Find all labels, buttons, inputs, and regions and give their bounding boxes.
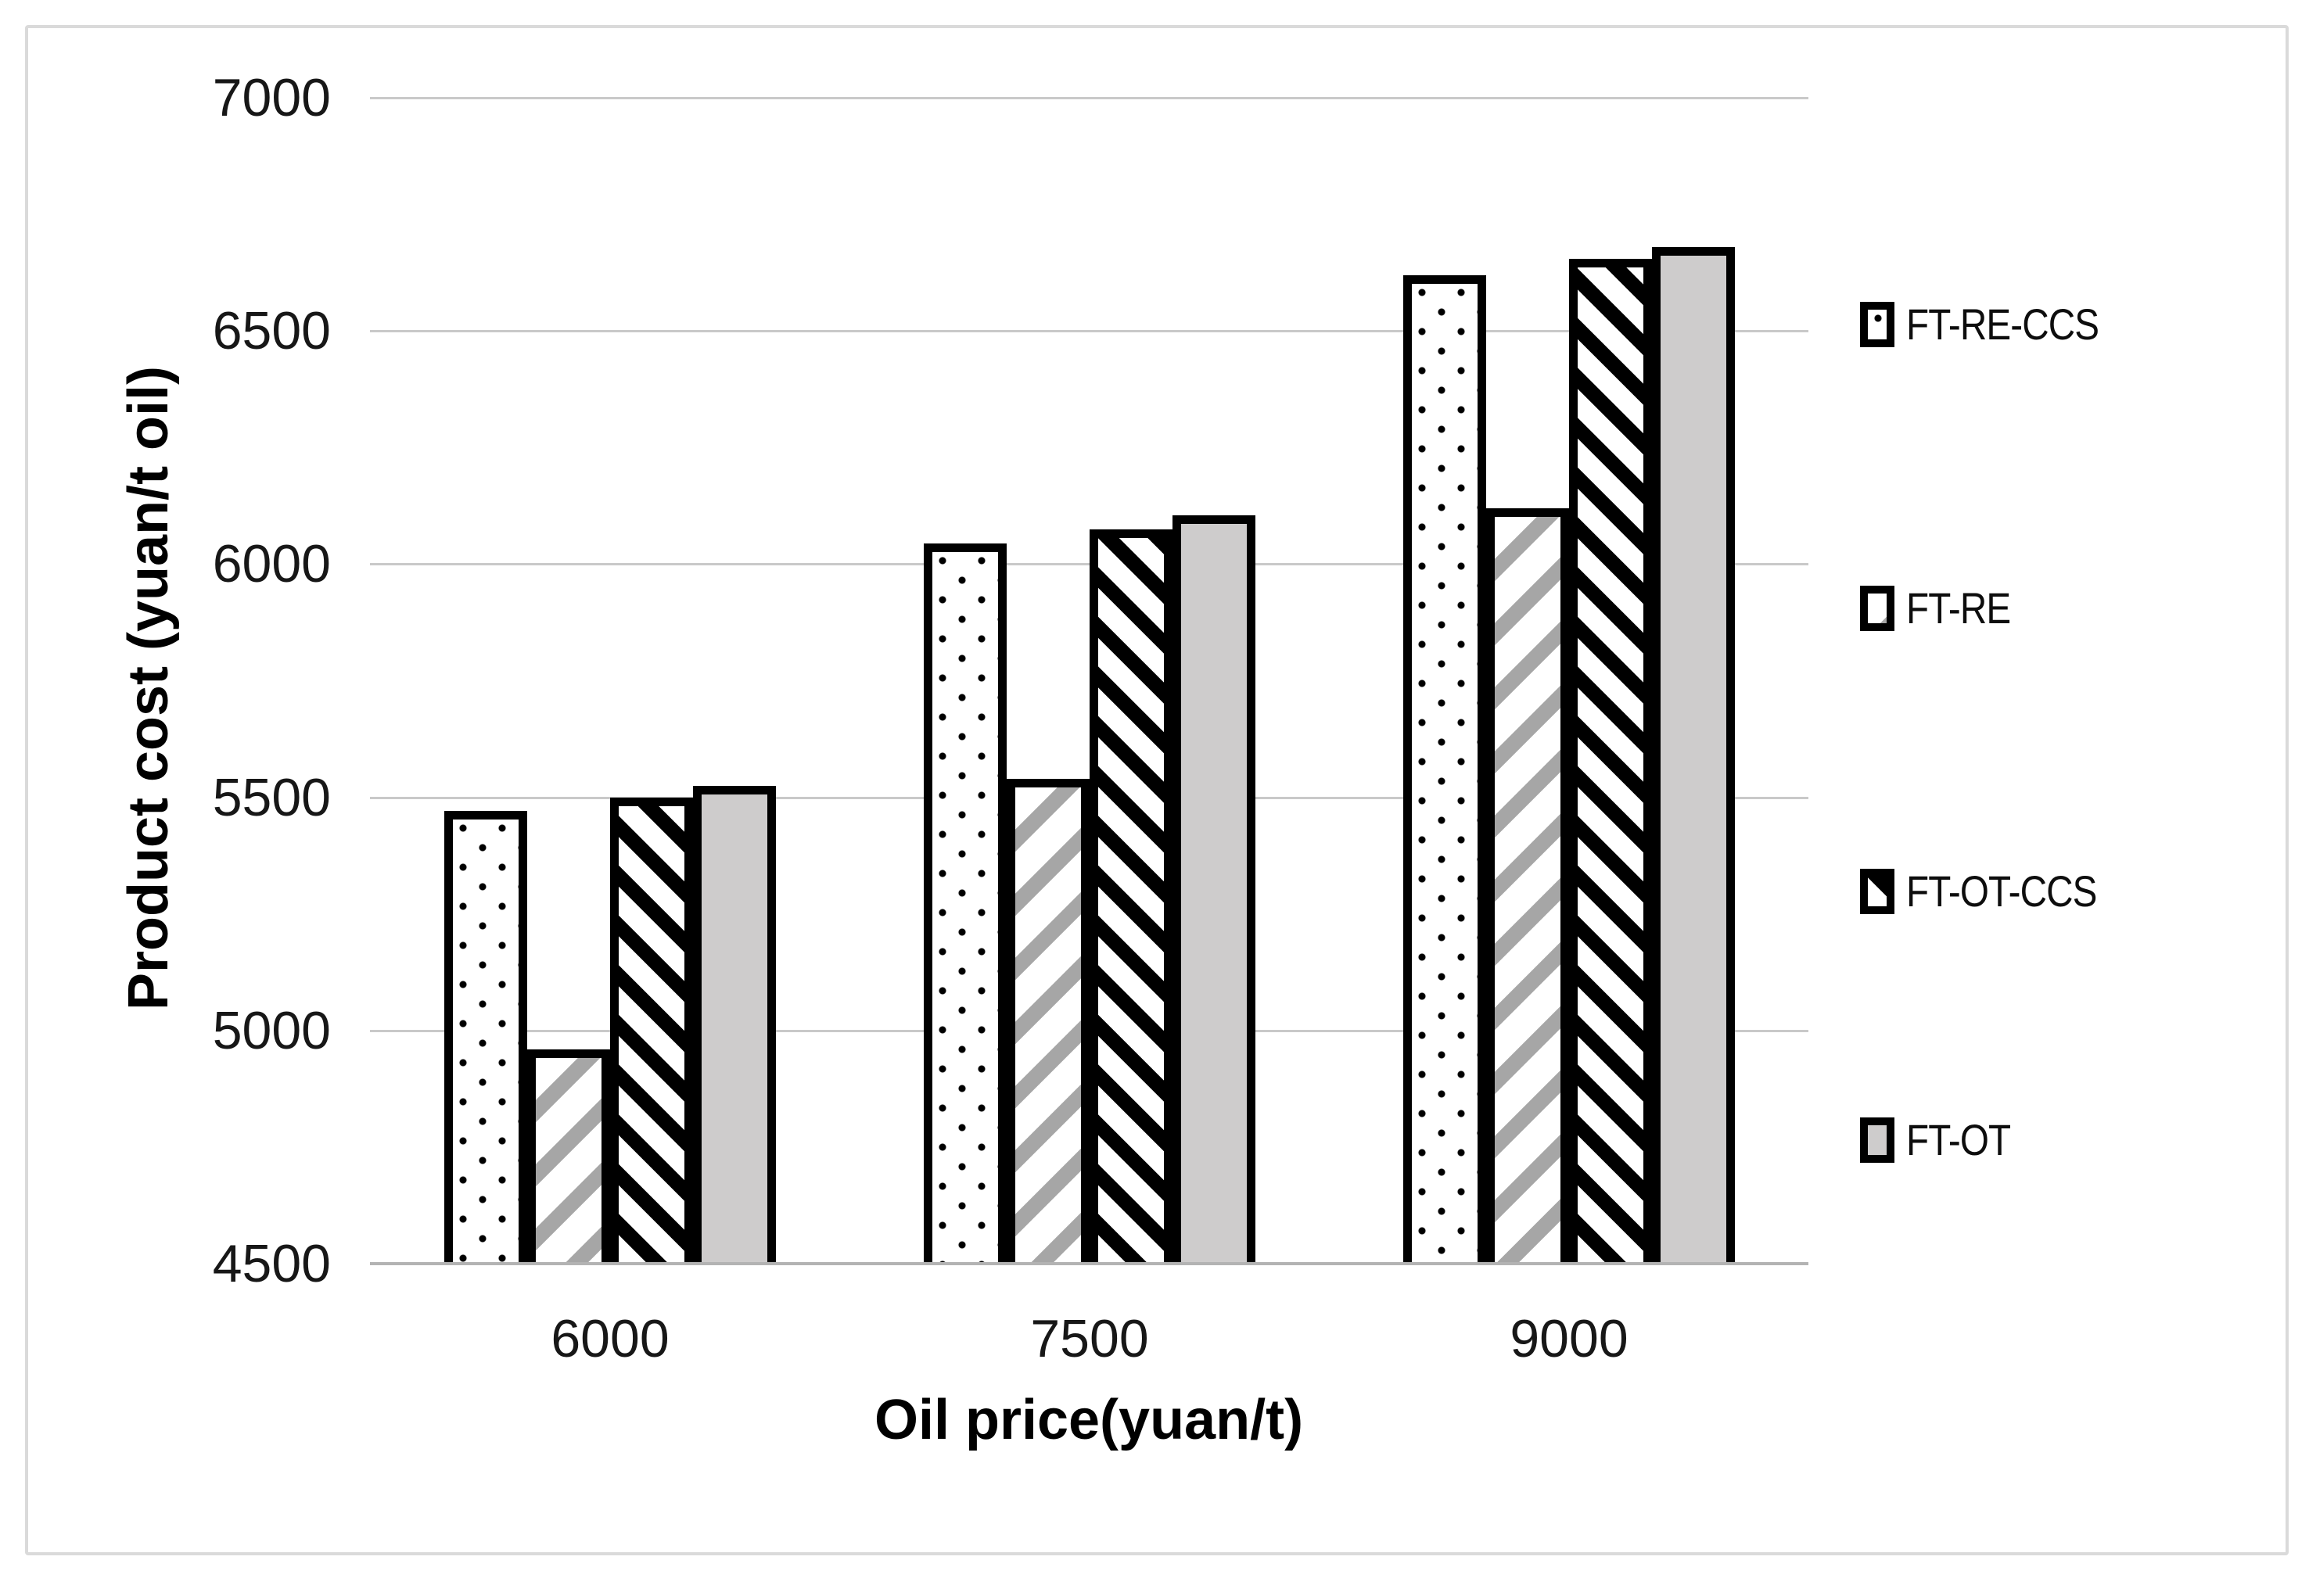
x-axis-line: [370, 1262, 1808, 1265]
bar-FT-OT-CCS-9000: [1569, 259, 1652, 1264]
x-category-label-7500: 7500: [1030, 1309, 1149, 1368]
bar-FT-RE-CCS-7500: [924, 543, 1007, 1264]
bar-FT-RE-CCS-6000: [444, 811, 527, 1264]
legend-label-FT-RE: FT-RE: [1906, 583, 2011, 633]
x-axis-title: Oil price(yuan/t): [874, 1389, 1304, 1451]
y-tick-label-7000: 7000: [212, 68, 331, 127]
gridline-6500: [370, 330, 1808, 332]
gridline-7000: [370, 97, 1808, 99]
gridline-6000: [370, 563, 1808, 565]
bar-FT-OT-6000: [693, 786, 776, 1264]
bar-FT-RE-9000: [1486, 508, 1569, 1264]
legend-swatch-FT-OT-CCS-icon: [1860, 869, 1894, 914]
bar-FT-OT-CCS-6000: [610, 798, 693, 1264]
bar-FT-OT-9000: [1652, 247, 1735, 1264]
y-tick-label-4500: 4500: [212, 1234, 331, 1293]
x-category-label-9000: 9000: [1510, 1309, 1629, 1368]
bar-FT-RE-7500: [1007, 779, 1090, 1264]
legend-swatch-FT-RE-icon: [1860, 586, 1894, 631]
legend-swatch-FT-OT-icon: [1860, 1117, 1894, 1163]
bar-FT-OT-7500: [1172, 515, 1255, 1264]
x-category-label-6000: 6000: [551, 1309, 670, 1368]
legend-label-FT-RE-CCS: FT-RE-CCS: [1906, 299, 2099, 349]
y-tick-label-6000: 6000: [212, 534, 331, 594]
y-tick-label-5500: 5500: [212, 768, 331, 827]
chart-frame-border: [25, 25, 2289, 1555]
bar-FT-RE-6000: [527, 1049, 610, 1264]
legend-label-FT-OT-CCS: FT-OT-CCS: [1906, 866, 2097, 916]
bar-FT-OT-CCS-7500: [1090, 529, 1172, 1264]
legend-swatch-FT-RE-CCS-icon: [1860, 302, 1894, 347]
y-tick-label-5000: 5000: [212, 1001, 331, 1060]
legend-label-FT-OT: FT-OT: [1906, 1115, 2011, 1164]
bar-FT-RE-CCS-9000: [1403, 275, 1486, 1264]
y-tick-label-6500: 6500: [212, 301, 331, 360]
